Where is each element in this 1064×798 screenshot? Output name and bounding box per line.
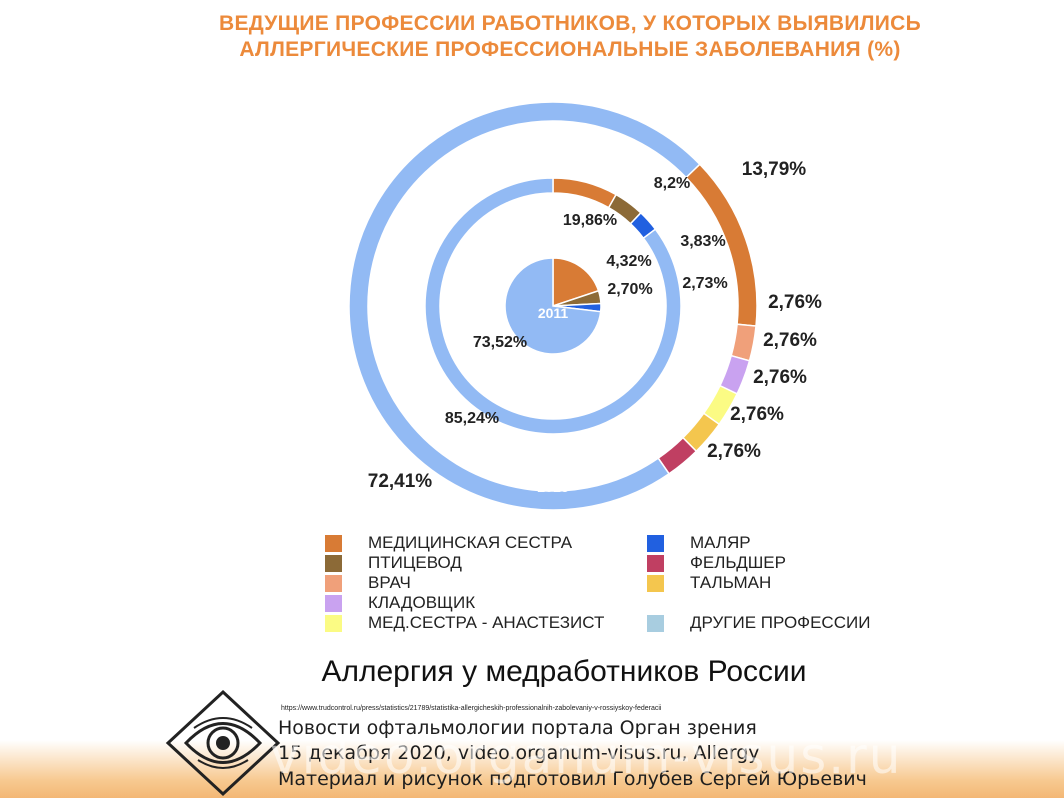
year-label-2013: 2013 [537,479,568,495]
slice-2012-0 [552,177,618,209]
legend-swatch [647,574,664,592]
watermark: video.organum-visus.ru [270,727,903,785]
data-label-2012-0: 8,2% [654,175,690,192]
legend-swatch [325,554,342,572]
legend-item: ДРУГИЕ ПРОФЕССИИ [647,613,870,633]
legend-swatch [647,554,664,572]
legend-label: МЕДИЦИНСКАЯ СЕСТРА [368,533,573,552]
slice-2011-3 [504,257,602,355]
legend-label: ВРАЧ [368,573,411,592]
data-label-2011-2: 2,70% [607,281,652,298]
legend-label: МЕД.СЕСТРА - АНАСТЕЗИСТ [368,613,605,632]
legend-swatch [647,534,664,552]
legend-item: ТАЛЬМАН [647,573,771,593]
data-label-2012-2: 2,73% [682,275,727,292]
data-label-2013-3: 2,76% [753,367,807,388]
credit-line: 15 декабря 2020, video.organum-visus.ru,… [278,742,760,764]
legend-item: ФЕЛЬДШЕР [647,553,786,573]
data-label-2013-4: 2,76% [730,404,784,425]
credit-line: Материал и рисунок подготовил Голубев Се… [278,768,867,790]
year-label-2012: 2012 [537,398,568,414]
slice-2013-6 [348,101,701,511]
data-label-2012-3: 85,24% [445,410,499,427]
chart-legend: МЕДИЦИНСКАЯ СЕСТРА ПТИЦЕВОД ВРАЧ КЛАДОВЩ… [325,533,885,643]
chart-title-line-1: ВЕДУЩИЕ ПРОФЕССИИ РАБОТНИКОВ, У КОТОРЫХ … [218,12,922,35]
legend-swatch [325,614,342,632]
legend-item: КЛАДОВЩИК [325,593,475,613]
slice-2012-3 [424,177,682,435]
legend-item: МАЛЯР [647,533,751,553]
data-label-2012-1: 3,83% [680,233,725,250]
nested-donut-chart: 19,86% 4,32% 2,70% 8,2% 3,83% 2,73% 85,24% 13,7… [348,101,822,511]
credit-line: Новости офтальмологии портала Орган зрен… [278,717,757,739]
data-label-2011-0: 19,86% [563,212,617,229]
data-label-extra-0: 73,52% [473,334,527,351]
legend-item: МЕД.СЕСТРА - АНАСТЕЗИСТ [325,613,604,633]
legend-item: МЕДИЦИНСКАЯ СЕСТРА [325,533,572,553]
legend-label: ФЕЛЬДШЕР [690,553,786,572]
legend-swatch [325,534,342,552]
chart-title-line-2: АЛЛЕРГИЧЕСКИЕ ПРОФЕССИОНАЛЬНЫЕ ЗАБОЛЕВАН… [239,38,901,61]
data-label-2013-6: 72,41% [368,471,433,492]
legend-label: ПТИЦЕВОД [368,553,462,572]
year-label-2011: 2011 [538,305,569,321]
legend-label: МАЛЯР [690,533,751,552]
data-label-2011-1: 4,32% [606,253,651,270]
legend-label: ДРУГИЕ ПРОФЕССИИ [690,613,871,632]
data-label-2013-2: 2,76% [763,330,817,351]
legend-swatch [325,594,342,612]
legend-swatch [647,614,664,632]
data-label-2013-5: 2,76% [707,441,761,462]
legend-label: КЛАДОВЩИК [368,593,476,612]
legend-label: ТАЛЬМАН [690,573,772,592]
slice-2013-1 [730,323,757,362]
legend-swatch [325,574,342,592]
legend-item: ВРАЧ [325,573,411,593]
source-url: https://www.trudcontrol.ru/press/statist… [281,705,662,712]
slide-heading: Аллергия у медработников России [321,655,807,688]
eye-icon [165,689,281,797]
data-label-2013-0: 13,79% [742,159,807,180]
legend-item: ПТИЦЕВОД [325,553,462,573]
data-label-2013-1: 2,76% [768,292,822,313]
